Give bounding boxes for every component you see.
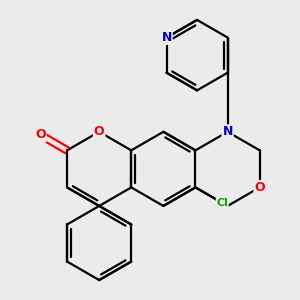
Text: O: O (254, 181, 265, 194)
Text: Cl: Cl (216, 198, 228, 208)
Text: N: N (161, 31, 172, 44)
Text: N: N (222, 125, 233, 138)
Text: O: O (35, 128, 46, 141)
Text: O: O (94, 125, 104, 138)
